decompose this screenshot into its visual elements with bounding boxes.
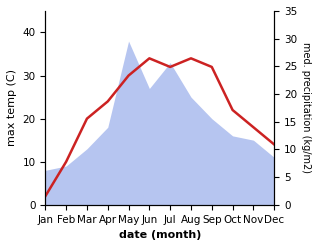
Y-axis label: max temp (C): max temp (C) xyxy=(7,69,17,146)
X-axis label: date (month): date (month) xyxy=(119,230,201,240)
Y-axis label: med. precipitation (kg/m2): med. precipitation (kg/m2) xyxy=(301,42,311,173)
